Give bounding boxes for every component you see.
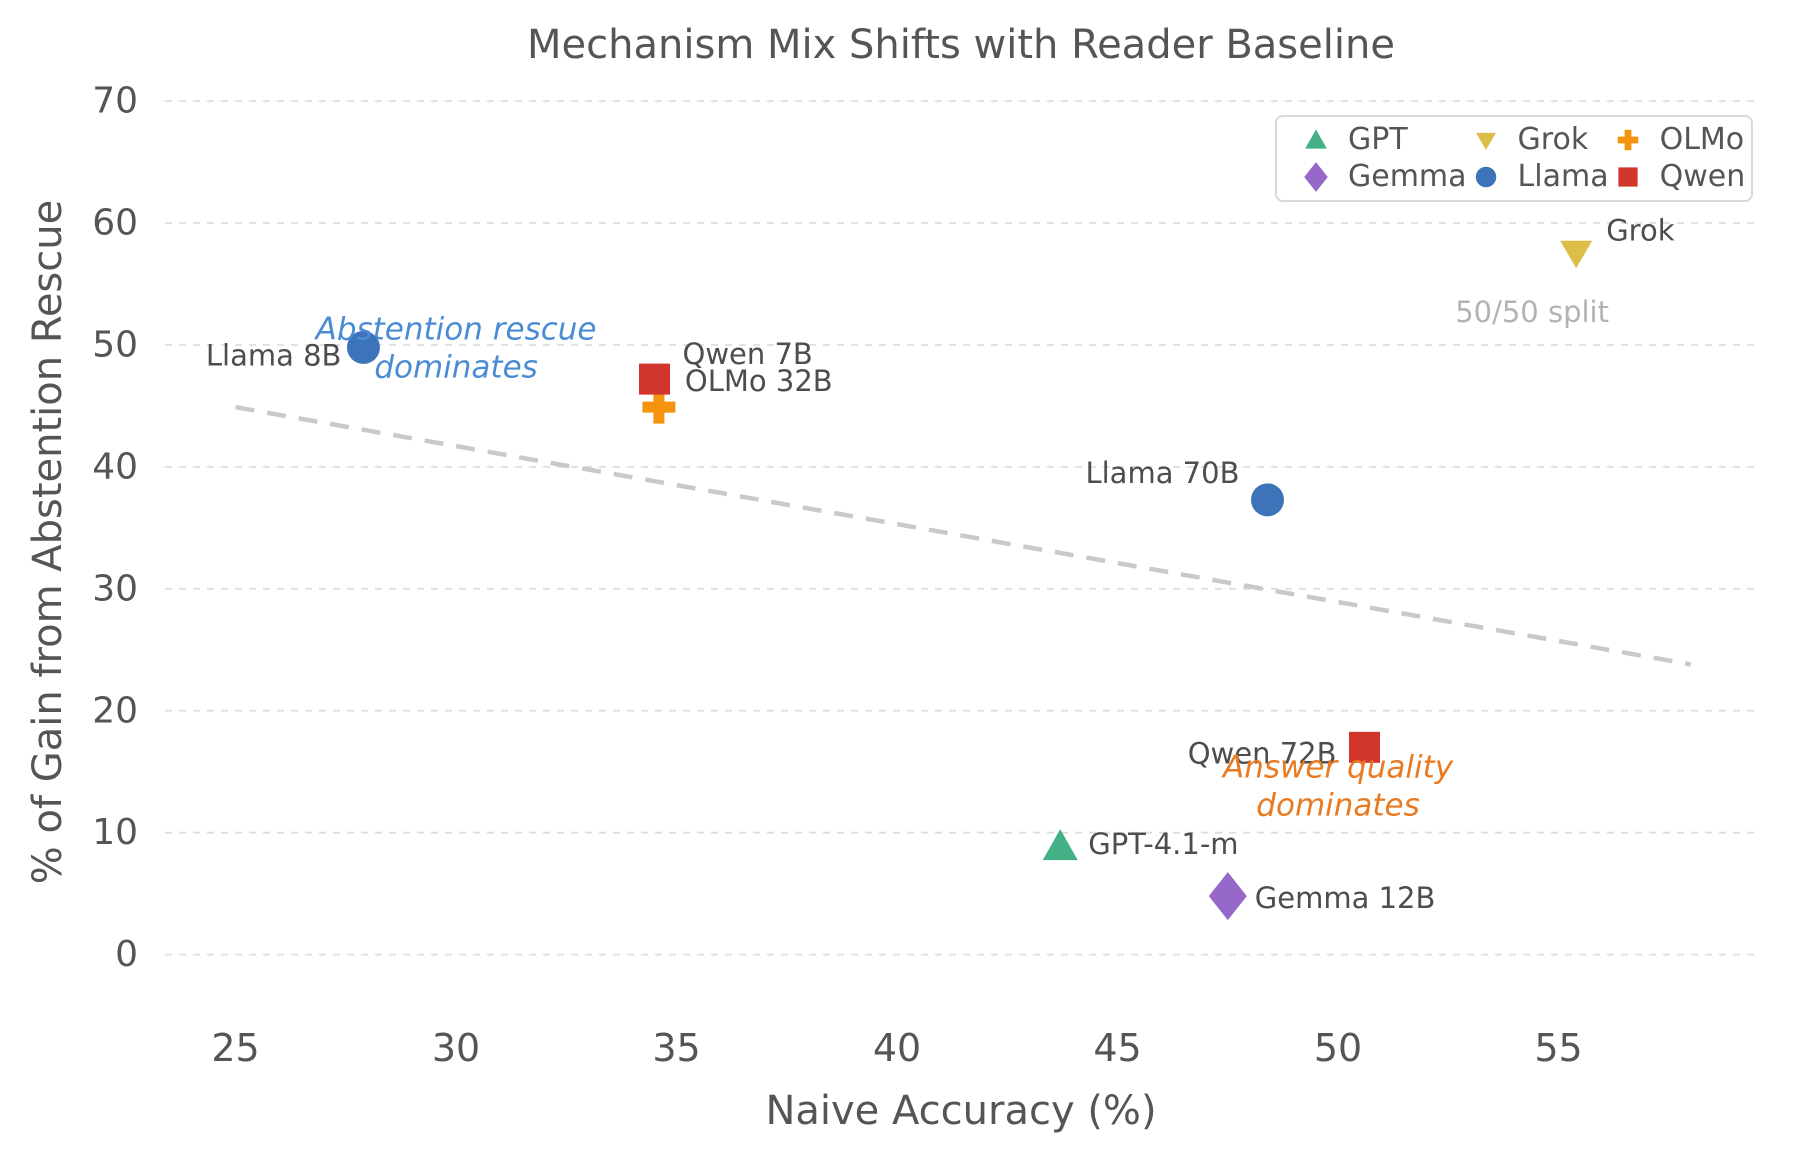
x-tick-40: 40 [873,1026,921,1070]
triangle-down-marker-icon [1475,132,1496,150]
x-tick-25: 25 [211,1026,259,1070]
diamond-marker-icon [1208,872,1247,921]
legend-item-qwen: Qwen [1609,159,1746,195]
data-point-gpt-4-1-m [1042,829,1078,861]
plus-marker-icon [1617,129,1638,150]
split-line-label: 50/50 split [1455,295,1609,329]
x-tick-55: 55 [1534,1026,1582,1070]
point-label-qwen-7b: Qwen 7B [683,337,813,371]
legend-item-gpt: GPT [1297,123,1467,157]
point-label-gemma-12b: Gemma 12B [1255,881,1436,915]
circle-marker-icon [1250,483,1284,517]
legend-label-gemma: Gemma [1348,159,1467,195]
square-marker-icon [1617,167,1638,187]
diamond-marker-icon [1304,162,1328,193]
y-tick-50: 50 [92,324,138,365]
legend-item-olmo: OLMo [1609,123,1746,157]
gpt-legend-marker-icon [1305,129,1327,149]
legend-label-gpt: GPT [1348,121,1408,157]
annotation-abstention-rescue: Abstention rescue dominates [314,312,597,386]
triangle-up-marker-icon [1042,829,1078,861]
llama-legend-marker-icon [1475,167,1496,188]
legend: GPT Grok OLMo Gemma Llama Qwen [1275,115,1753,202]
olmo-legend-marker-icon [1617,129,1638,150]
x-tick-35: 35 [652,1026,700,1070]
grok-legend-marker-icon [1475,132,1496,150]
data-point-olmo-32b [642,390,676,424]
square-marker-icon [1349,731,1381,763]
split-line [235,404,1692,667]
data-point-qwen-7b [639,363,671,395]
circle-marker-icon [346,330,380,364]
legend-label-qwen: Qwen [1659,159,1746,195]
legend-item-llama: Llama [1467,160,1609,194]
plus-marker-icon [642,390,676,424]
point-label-grok: Grok [1606,213,1675,247]
triangle-down-marker-icon [1560,240,1593,269]
y-axis-label: % of Gain from Abstention Rescue [25,199,71,885]
point-label-gpt-4-1-m: GPT-4.1-m [1088,827,1238,861]
point-label-llama-70b: Llama 70B [1085,456,1239,490]
y-tick-70: 70 [92,81,138,122]
gemma-legend-marker-icon [1304,162,1328,193]
chart-title: Mechanism Mix Shifts with Reader Baselin… [527,22,1395,68]
x-tick-30: 30 [432,1026,480,1070]
data-point-llama-8b [346,330,380,364]
x-tick-50: 50 [1314,1026,1362,1070]
y-tick-60: 60 [92,203,138,244]
y-tick-40: 40 [92,446,138,487]
triangle-up-marker-icon [1305,129,1327,149]
data-point-grok [1560,240,1593,269]
annotation-answer-quality: Answer quality dominates [1221,749,1454,823]
legend-item-grok: Grok [1467,123,1609,157]
legend-label-llama: Llama [1517,159,1609,195]
square-marker-icon [639,363,671,395]
point-label-olmo-32b: OLMo 32B [685,364,833,398]
y-tick-20: 20 [92,690,138,731]
legend-item-gemma: Gemma [1297,160,1467,194]
legend-label-olmo: OLMo [1659,121,1745,157]
qwen-legend-marker-icon [1617,167,1638,187]
point-label-llama-8b: Llama 8B [206,338,342,372]
point-label-qwen-72b: Qwen 72B [1188,736,1337,770]
data-point-gemma-12b [1208,872,1247,921]
y-tick-30: 30 [92,568,138,609]
data-point-llama-70b [1250,483,1284,517]
x-axis-label: Naive Accuracy (%) [765,1088,1157,1134]
y-tick-10: 10 [92,812,138,853]
y-tick-0: 0 [115,934,138,975]
x-tick-45: 45 [1093,1026,1141,1070]
circle-marker-icon [1475,167,1496,188]
data-point-qwen-72b [1349,731,1381,763]
legend-label-grok: Grok [1517,121,1589,157]
